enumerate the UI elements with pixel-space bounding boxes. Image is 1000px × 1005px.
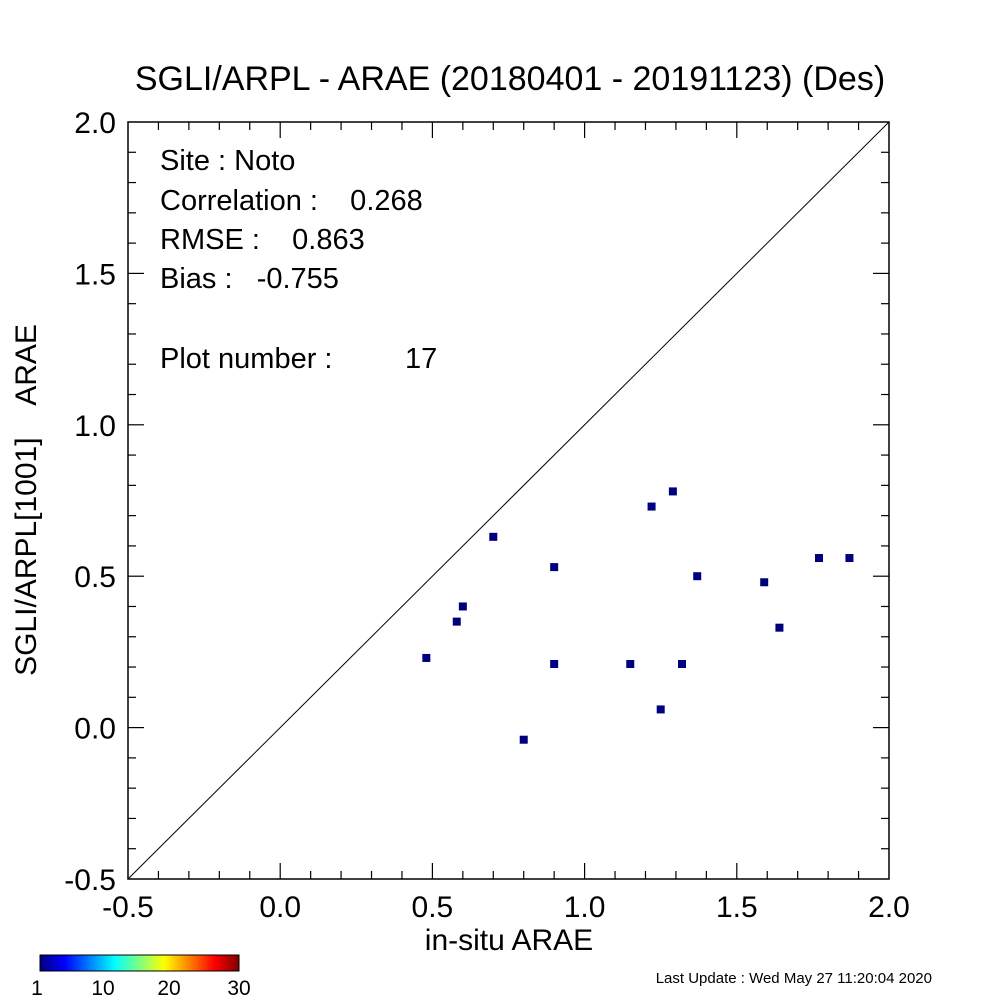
x-tick-label: 1.5 bbox=[716, 891, 758, 924]
data-point bbox=[775, 623, 784, 632]
y-tick-label: 0.5 bbox=[74, 561, 116, 594]
plot-frame bbox=[127, 121, 890, 880]
colorbar-tick-labels: 1 10 20 30 bbox=[31, 977, 251, 1000]
x-tick-label: 2.0 bbox=[868, 891, 910, 924]
data-point bbox=[626, 660, 635, 669]
site-label: Site : Noto bbox=[160, 145, 295, 177]
colorbar-tick-label: 30 bbox=[227, 977, 250, 1000]
y-tick-label: 0.0 bbox=[74, 713, 116, 746]
data-point bbox=[550, 660, 559, 669]
data-points bbox=[422, 487, 854, 744]
data-point bbox=[519, 735, 528, 744]
colorbar-tick-label: 1 bbox=[31, 977, 43, 1000]
data-point bbox=[656, 705, 665, 714]
data-point bbox=[845, 554, 854, 563]
data-point bbox=[550, 563, 559, 572]
y-tick-label: 1.5 bbox=[74, 258, 116, 291]
data-point bbox=[647, 502, 656, 511]
y-tick-label: -0.5 bbox=[64, 864, 116, 897]
x-tick-label: 0.5 bbox=[412, 891, 454, 924]
bias-label: Bias : -0.755 bbox=[160, 263, 339, 295]
colorbar-tick-label: 20 bbox=[157, 977, 180, 1000]
stats-block: Site : Noto Correlation : 0.268 RMSE : 0… bbox=[160, 145, 437, 375]
x-tick-label: 1.0 bbox=[564, 891, 606, 924]
tick-labels: -0.5 0.0 0.5 1.0 1.5 2.0 -0.5 0.0 0.5 1.0 1.5 2.0 bbox=[64, 107, 910, 924]
y-tick-label: 2.0 bbox=[74, 107, 116, 140]
y-tick-label: 1.0 bbox=[74, 410, 116, 443]
x-tick-label: -0.5 bbox=[102, 891, 154, 924]
data-point bbox=[760, 578, 769, 587]
data-point bbox=[814, 554, 823, 563]
data-point bbox=[678, 660, 687, 669]
data-point bbox=[693, 572, 702, 581]
data-point bbox=[458, 602, 467, 611]
y-axis-label: SGLI/ARPL[1001] ARAE bbox=[10, 324, 43, 676]
x-axis-label: in-situ ARAE bbox=[425, 924, 593, 957]
colorbar-tick-label: 10 bbox=[91, 977, 114, 1000]
x-tick-label: 0.0 bbox=[259, 891, 301, 924]
plot-number-label: Plot number : 17 bbox=[160, 343, 437, 375]
rmse-label: RMSE : 0.863 bbox=[160, 224, 365, 256]
data-point bbox=[668, 487, 677, 496]
colorbar-gradient bbox=[39, 954, 240, 972]
chart-title: SGLI/ARPL - ARAE (20180401 - 20191123) (… bbox=[135, 60, 885, 98]
data-point bbox=[422, 653, 431, 662]
data-point bbox=[489, 532, 498, 541]
data-point bbox=[452, 617, 461, 626]
axis-ticks bbox=[128, 122, 889, 879]
one-to-one-line bbox=[127, 121, 890, 880]
colorbar: 1 10 20 30 bbox=[31, 954, 251, 1000]
correlation-label: Correlation : 0.268 bbox=[160, 185, 423, 217]
last-update-text: Last Update : Wed May 27 11:20:04 2020 bbox=[656, 970, 932, 987]
